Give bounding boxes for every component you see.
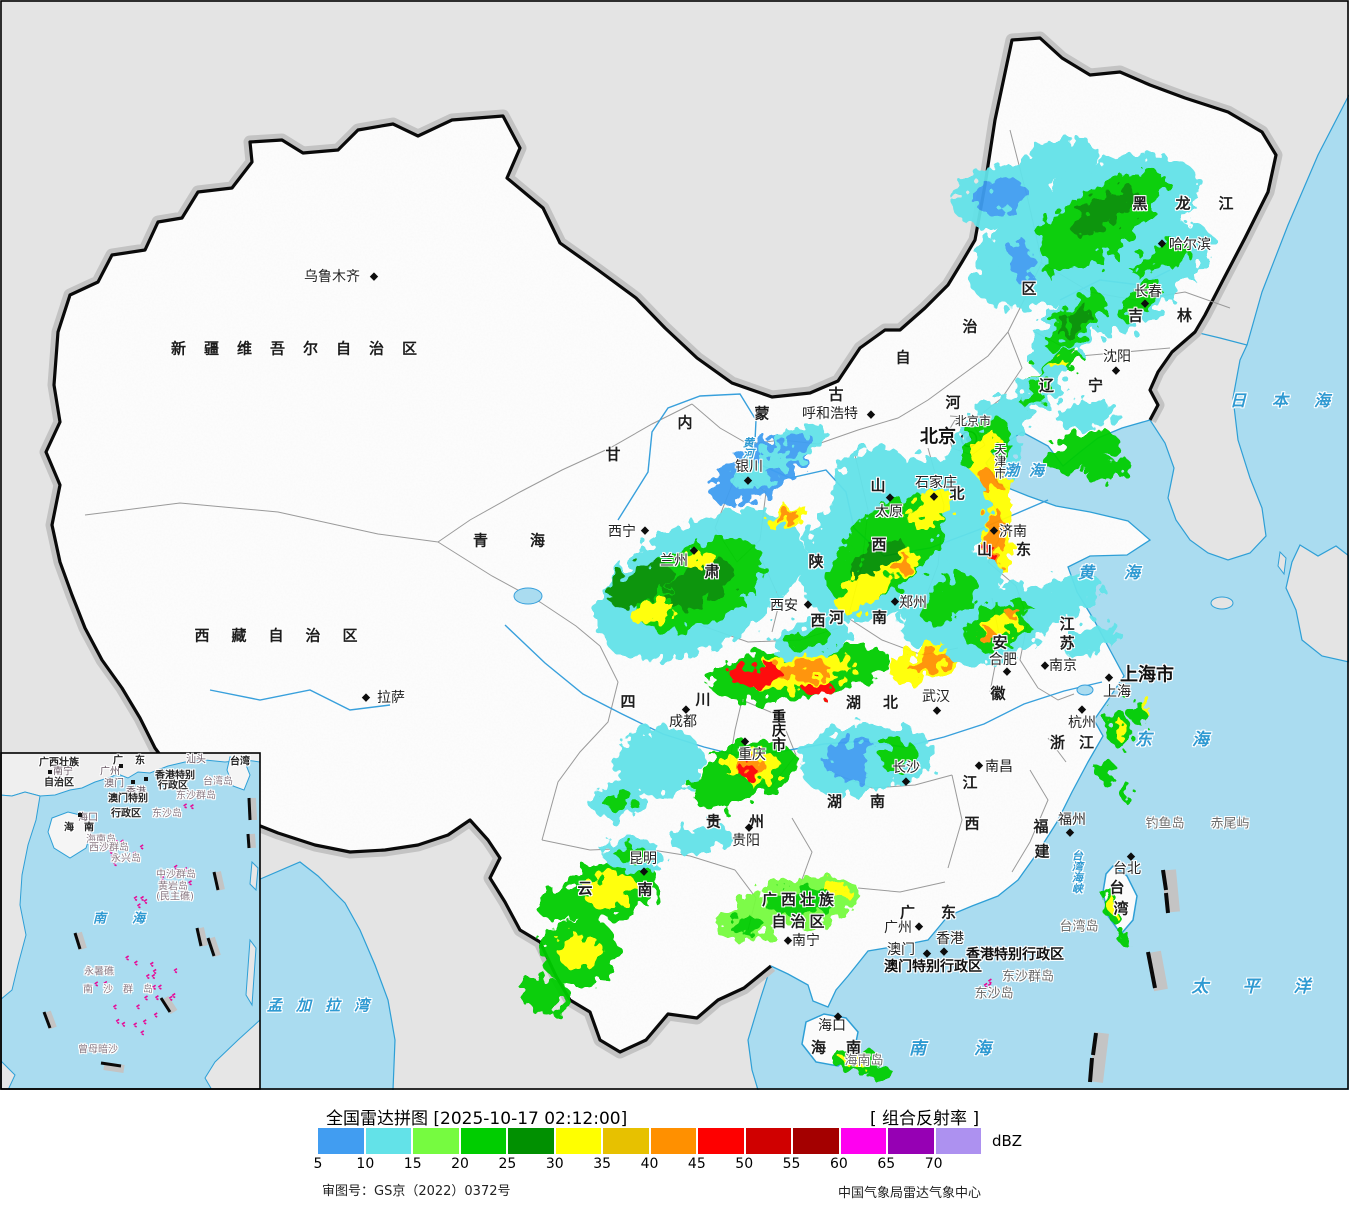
colorbar-cell xyxy=(698,1128,744,1154)
colorbar-cell xyxy=(460,1128,506,1154)
jeju-island xyxy=(1210,596,1234,610)
japan-kyushu xyxy=(1285,544,1349,663)
colorbar-tick: 35 xyxy=(593,1156,612,1172)
reef-symbols xyxy=(94,803,194,1036)
colorbar-tick: 55 xyxy=(782,1156,801,1172)
colorbar-cell xyxy=(365,1128,411,1154)
coast-vietnam xyxy=(747,965,772,1090)
coast-primorye xyxy=(1246,94,1349,346)
coast-bengal xyxy=(257,861,396,1090)
colorbar-tick: 5 xyxy=(313,1156,323,1172)
colorbar-cell xyxy=(793,1128,839,1154)
colorbar-tick: 60 xyxy=(830,1156,848,1172)
colorbar-cell xyxy=(603,1128,649,1154)
colorbar-cell xyxy=(888,1128,934,1154)
colorbar-tick: 15 xyxy=(403,1156,422,1172)
colorbar-tick: 40 xyxy=(640,1156,659,1172)
qinghai-lake xyxy=(513,587,543,605)
colorbar-cell xyxy=(840,1128,886,1154)
colorbar-cell xyxy=(413,1128,459,1154)
colorbar-tick: 10 xyxy=(356,1156,375,1172)
dbz-unit-label: dBZ xyxy=(992,1132,1023,1150)
colorbar-cell xyxy=(555,1128,601,1154)
china-radar-map xyxy=(0,0,1349,1090)
tsushima-island xyxy=(1277,550,1287,576)
legend-credit: 中国气象局雷达气象中心 xyxy=(838,1186,982,1201)
colorbar-tick: 25 xyxy=(498,1156,517,1172)
colorbar-tick: 70 xyxy=(924,1156,943,1172)
colorbar-cell xyxy=(318,1128,364,1154)
map-license-number: 审图号：GS京（2022）0372号 xyxy=(322,1184,511,1199)
colorbar-tick: 50 xyxy=(735,1156,754,1172)
nine-dash-line xyxy=(1088,869,1180,1083)
colorbar-tick: 65 xyxy=(877,1156,896,1172)
legend-title: 全国雷达拼图 [2025-10-17 02:12:00] xyxy=(326,1109,628,1129)
map-frame xyxy=(0,0,1349,1090)
radar-echoes xyxy=(38,139,1212,1081)
legend-product: [ 组合反射率 ] xyxy=(870,1109,980,1129)
colorbar-cell xyxy=(745,1128,791,1154)
legend: 全国雷达拼图 [2025-10-17 02:12:00] [ 组合反射率 ] d… xyxy=(0,1090,1349,1208)
sea-bengal xyxy=(258,862,395,1090)
china-land-border xyxy=(44,36,1278,1054)
colorbar-cell xyxy=(935,1128,981,1154)
sea-pacific xyxy=(748,95,1349,1090)
taihu-lake xyxy=(1076,684,1094,696)
inset-south-china-sea xyxy=(1,753,260,1089)
colorbar-tick: 20 xyxy=(451,1156,469,1172)
colorbar xyxy=(318,1128,981,1154)
colorbar-scale-values: 5 10 15 20 25 30 35 40 45 50 55 60 65 70 xyxy=(0,1156,1349,1176)
colorbar-tick: 30 xyxy=(545,1156,564,1172)
colorbar-tick: 45 xyxy=(687,1156,706,1172)
colorbar-cell xyxy=(508,1128,554,1154)
colorbar-cell xyxy=(650,1128,696,1154)
